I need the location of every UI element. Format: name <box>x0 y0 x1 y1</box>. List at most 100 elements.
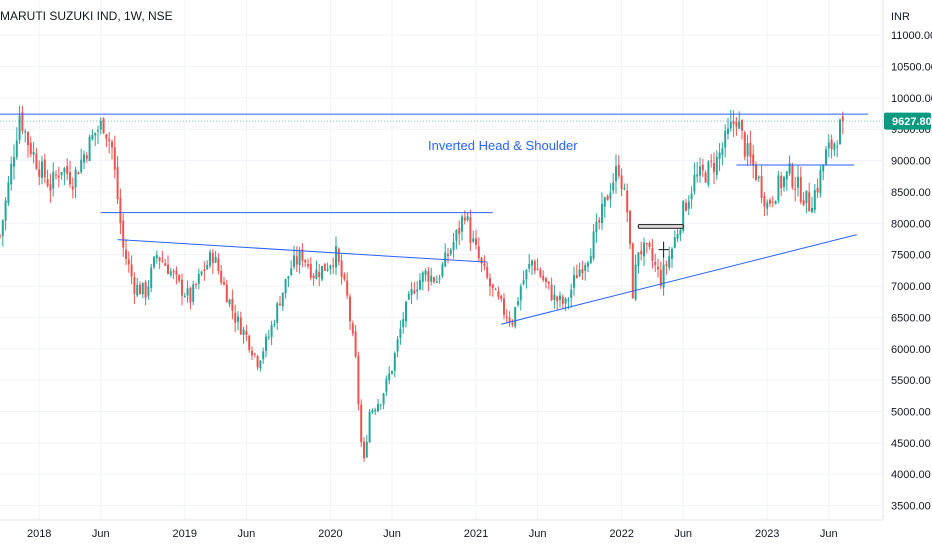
candle-body <box>74 169 77 188</box>
candle-body <box>186 288 189 296</box>
candle-body <box>701 164 704 171</box>
candle-body <box>63 168 66 173</box>
candle-body <box>351 323 354 334</box>
candle-body <box>665 264 668 266</box>
candle-body <box>318 271 321 277</box>
candle-body <box>645 243 648 245</box>
candle-body <box>424 270 427 275</box>
candle-body <box>405 301 407 322</box>
candle-body <box>472 238 475 242</box>
candle-body <box>141 282 144 295</box>
candle-body <box>539 269 542 277</box>
candle-body <box>587 262 589 267</box>
y-tick-label: 8500.00 <box>891 187 931 199</box>
candle-body <box>592 231 595 259</box>
candle-body <box>612 182 615 191</box>
candle-body <box>402 319 405 328</box>
candle-body <box>769 200 771 204</box>
price-axis[interactable]: 11000.0010500.0010000.009500.009000.0085… <box>891 30 932 512</box>
trend-line[interactable] <box>501 234 857 325</box>
candle-body <box>760 176 763 199</box>
candle-body <box>127 259 130 265</box>
candle-body <box>195 284 197 286</box>
candle-body <box>167 264 169 274</box>
candle-body <box>505 316 508 318</box>
candle-body <box>239 317 242 335</box>
candle-body <box>570 289 573 299</box>
candle-body <box>477 246 480 259</box>
candle-body <box>620 175 623 190</box>
candle-body <box>735 121 738 127</box>
candle-body <box>595 221 598 233</box>
y-tick-label: 6000.00 <box>891 344 931 356</box>
candle-body <box>253 353 256 355</box>
candle-body <box>699 166 701 176</box>
candle-body <box>743 132 746 157</box>
candle-body <box>377 404 379 412</box>
candle-body <box>49 184 52 191</box>
x-tick-label: 2021 <box>464 528 488 540</box>
candle-body <box>256 356 259 368</box>
candle-body <box>581 269 584 274</box>
candle-body <box>91 134 94 140</box>
trend-lines <box>0 113 883 325</box>
candle-body <box>329 265 332 270</box>
candle-body <box>531 260 533 266</box>
candle-body <box>771 201 774 203</box>
x-tick-label: Jun <box>820 528 838 540</box>
candle-body <box>309 263 312 278</box>
candle-body <box>29 142 32 154</box>
range-box[interactable] <box>637 223 684 229</box>
candle-body <box>301 249 304 261</box>
candle-body <box>365 441 368 458</box>
candle-body <box>433 277 435 282</box>
candle-body <box>749 142 752 158</box>
candle-body <box>500 295 503 299</box>
x-tick-label: 2019 <box>173 528 197 540</box>
trend-line[interactable] <box>117 239 488 263</box>
candle-body <box>693 174 696 192</box>
candle-body <box>673 237 676 248</box>
currency-label: INR <box>891 11 910 23</box>
candle-body <box>192 284 195 302</box>
candle-body <box>203 269 206 271</box>
x-tick-label: Jun <box>383 528 401 540</box>
candle-body <box>483 263 486 266</box>
candle-body <box>727 128 729 135</box>
candle-body <box>52 171 55 189</box>
candle-body <box>617 164 620 176</box>
candle-body <box>637 252 640 267</box>
candle-body <box>634 264 637 300</box>
candle-body <box>335 246 337 268</box>
candle-body <box>147 286 150 296</box>
candle-body <box>755 164 757 180</box>
candle-body <box>631 243 634 299</box>
candle-body <box>4 200 7 221</box>
candle-body <box>494 288 497 290</box>
candle-body <box>783 177 785 188</box>
candle-body <box>24 131 27 133</box>
candle-body <box>732 121 735 124</box>
y-tick-label: 5000.00 <box>891 406 931 418</box>
candle-body <box>721 148 724 156</box>
candle-body <box>452 241 455 251</box>
candle-body <box>119 197 122 224</box>
candle-body <box>211 252 214 264</box>
candle-body <box>833 143 836 151</box>
candle-body <box>251 350 253 356</box>
candle-body <box>718 152 721 159</box>
candle-body <box>449 249 452 254</box>
candle-body <box>589 256 592 264</box>
candle-body <box>391 371 393 374</box>
candle-body <box>270 324 273 338</box>
candle-body <box>340 260 343 277</box>
candle-body <box>715 156 718 175</box>
time-axis[interactable]: 2018 Jun 2019 Jun 2020 Jun 2021 Jun 2022 Jun 2023 J… <box>27 528 838 540</box>
candle-body <box>175 270 178 275</box>
candle-body <box>640 250 643 255</box>
candle-body <box>514 307 517 327</box>
candle-body <box>298 250 301 266</box>
candle-body <box>827 142 830 149</box>
candle-body <box>80 159 83 173</box>
